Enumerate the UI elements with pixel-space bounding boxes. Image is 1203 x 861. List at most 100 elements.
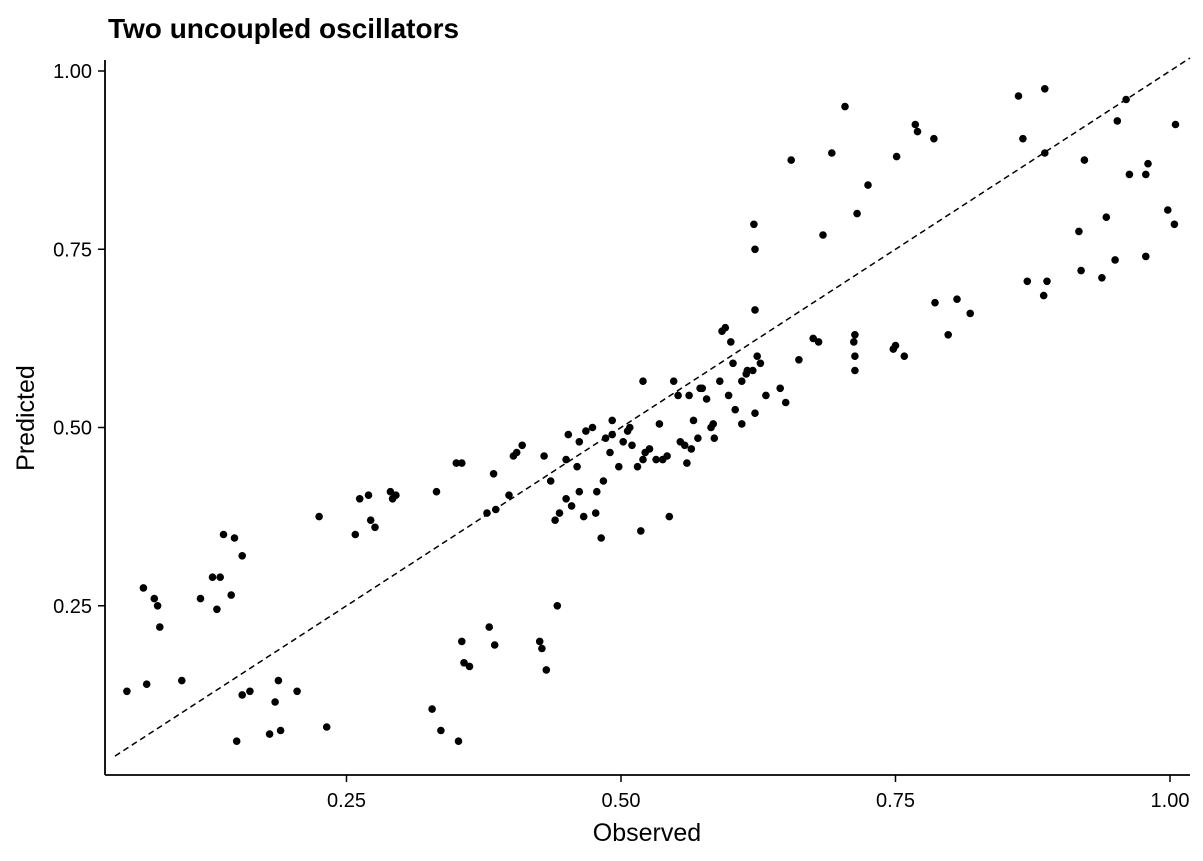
- y-tick-label: 0.75: [53, 239, 92, 261]
- data-point: [1041, 149, 1049, 157]
- data-point: [178, 676, 186, 685]
- x-tick-label: 0.50: [602, 790, 641, 812]
- data-point: [518, 441, 526, 450]
- data-point: [828, 149, 836, 157]
- data-point: [683, 459, 691, 467]
- identity-reference-line: [114, 57, 1191, 757]
- data-point: [265, 730, 274, 738]
- y-axis-title: Predicted: [12, 365, 40, 471]
- x-axis-title: Observed: [593, 819, 701, 847]
- data-point: [756, 359, 765, 368]
- data-point: [1039, 291, 1048, 300]
- data-point: [743, 366, 752, 375]
- data-point: [731, 405, 739, 414]
- data-point: [1164, 206, 1172, 214]
- data-point: [710, 434, 719, 443]
- data-point: [1122, 95, 1130, 104]
- data-point: [753, 352, 761, 361]
- data-point: [322, 723, 331, 731]
- data-point: [553, 602, 562, 610]
- data-point: [851, 331, 859, 339]
- data-point: [567, 502, 576, 510]
- data-points: [123, 85, 1180, 745]
- data-point: [386, 487, 395, 496]
- data-point: [1023, 277, 1032, 286]
- data-point: [665, 512, 674, 521]
- data-point: [153, 602, 162, 610]
- data-point: [573, 462, 581, 471]
- data-point: [628, 441, 636, 450]
- data-point: [213, 605, 221, 614]
- data-point: [1043, 277, 1051, 286]
- reference-line-layer: [114, 57, 1191, 757]
- data-point: [787, 156, 795, 164]
- data-point: [619, 438, 627, 446]
- data-point: [293, 687, 301, 696]
- data-point: [232, 737, 241, 745]
- data-point: [1113, 117, 1122, 125]
- data-point: [751, 409, 759, 418]
- data-point: [219, 530, 228, 539]
- data-point: [351, 530, 360, 539]
- data-point: [853, 209, 861, 218]
- data-point: [911, 120, 920, 129]
- data-point: [505, 491, 513, 500]
- x-tick-label: 0.75: [876, 790, 915, 812]
- data-point: [724, 391, 733, 400]
- data-point: [355, 495, 364, 503]
- data-point: [538, 644, 546, 653]
- data-point: [1125, 170, 1134, 179]
- data-point: [709, 420, 717, 428]
- data-point: [966, 309, 974, 318]
- data-point: [795, 356, 803, 364]
- data-point: [639, 455, 647, 464]
- data-point: [562, 495, 570, 503]
- data-point: [669, 377, 678, 386]
- data-point: [608, 416, 616, 425]
- data-point: [437, 726, 445, 735]
- data-point: [489, 470, 498, 478]
- x-tick-label: 1.00: [1151, 790, 1190, 812]
- data-point: [546, 477, 555, 485]
- data-point: [1171, 120, 1180, 129]
- y-tick-label: 0.50: [53, 418, 92, 440]
- data-point: [762, 391, 770, 400]
- data-point: [227, 591, 235, 599]
- data-point: [315, 512, 323, 521]
- data-point: [139, 584, 148, 592]
- data-point: [819, 231, 827, 239]
- data-point: [716, 377, 724, 386]
- data-point: [208, 573, 217, 581]
- data-point: [432, 487, 441, 496]
- data-point: [1170, 220, 1179, 229]
- data-point: [687, 445, 696, 453]
- x-tick-label: 0.25: [327, 790, 366, 812]
- data-point: [781, 398, 790, 407]
- data-point: [1111, 256, 1119, 264]
- data-point: [814, 338, 823, 346]
- data-point: [216, 573, 224, 581]
- data-point: [729, 359, 737, 368]
- data-point: [271, 698, 279, 706]
- data-point: [639, 377, 647, 386]
- data-point: [721, 323, 730, 332]
- data-point: [555, 509, 564, 517]
- data-point: [428, 705, 436, 713]
- data-point: [727, 338, 735, 346]
- data-point: [1014, 92, 1023, 100]
- data-point: [1098, 274, 1106, 282]
- data-point: [230, 534, 239, 542]
- data-point: [591, 509, 600, 517]
- data-point: [685, 391, 693, 400]
- axes: [104, 60, 1190, 776]
- data-point: [851, 352, 859, 361]
- data-point: [196, 594, 205, 603]
- data-point: [392, 491, 400, 500]
- y-tick-label: 1.00: [53, 61, 92, 83]
- data-point: [601, 434, 610, 443]
- data-point: [841, 102, 849, 111]
- data-point: [460, 659, 468, 667]
- data-point: [599, 477, 608, 485]
